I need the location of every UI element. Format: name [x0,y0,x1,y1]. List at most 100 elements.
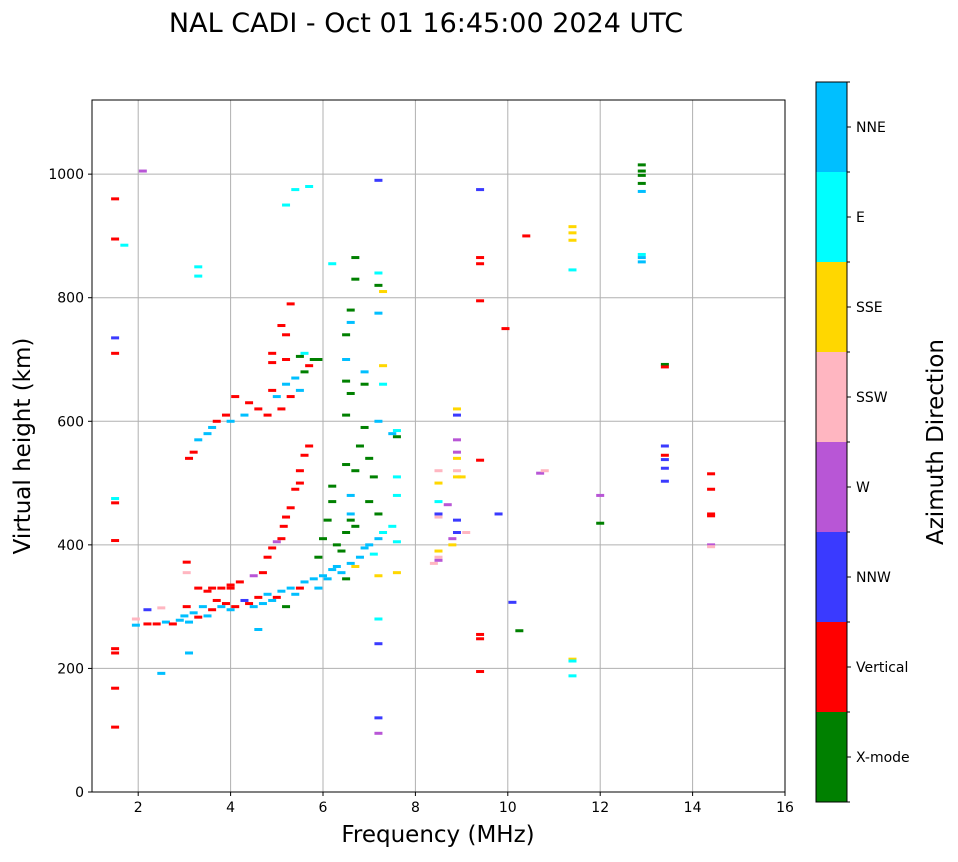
data-point [268,598,277,602]
y-axis-label: Virtual height (km) [10,338,36,555]
data-point [448,537,457,541]
colorbar-tick-label: NNE [856,120,886,136]
colorbar-segment-sse [816,262,847,352]
data-point [707,487,716,491]
data-point [295,388,304,392]
data-point [452,450,461,454]
data-point [240,598,249,602]
data-point [374,642,383,646]
data-point [637,181,646,185]
data-point [568,657,577,661]
data-point [342,577,351,581]
data-point [194,586,203,590]
data-point [258,571,267,575]
data-point [272,395,281,399]
data-point [328,262,337,266]
data-point [240,413,249,417]
data-point [194,274,203,278]
colorbar-tick-label: SSW [856,390,888,406]
data-point [596,521,605,525]
data-point [208,608,217,612]
data-point [355,444,364,448]
data-point [300,580,309,584]
data-point [342,463,351,467]
data-point [660,466,669,470]
data-point [476,188,485,192]
data-point [295,469,304,473]
data-point [323,577,332,581]
data-point [374,537,383,541]
data-point [111,351,120,355]
data-point [637,252,646,256]
data-point [185,651,194,655]
data-point [286,395,295,399]
data-point [379,531,388,534]
data-point [231,395,240,399]
data-point [235,580,244,584]
data-point [342,358,351,361]
x-tick-label: 4 [226,800,235,816]
data-point [272,595,281,599]
data-point [374,512,383,516]
data-point [277,324,286,328]
colorbar-tick-label: SSE [856,300,883,316]
data-point [568,659,577,663]
data-point [180,614,189,618]
data-point [462,531,471,534]
data-point [272,540,281,544]
data-point [637,260,646,264]
data-point [351,469,360,473]
data-point [295,481,304,485]
x-tick-label: 12 [591,800,609,816]
data-point [452,456,461,460]
data-point [568,268,577,272]
data-point [508,600,517,604]
data-point [277,537,286,541]
data-point [111,686,120,690]
data-point [203,432,212,436]
data-point [494,512,503,516]
data-point [346,308,355,312]
data-point [300,453,309,457]
colorbar-segment-e [816,172,847,262]
data-point [221,413,230,417]
data-point [522,234,531,238]
data-point [568,231,577,235]
data-point [342,379,351,383]
data-point [476,637,485,641]
data-point [157,606,166,610]
data-point [258,602,267,606]
data-point [212,598,221,602]
data-point [282,382,291,386]
data-point [434,481,443,485]
data-point [452,518,461,522]
data-point [365,543,374,547]
data-point [452,413,461,417]
data-point [360,370,369,374]
chart-title: NAL CADI - Oct 01 16:45:00 2024 UTC [169,8,683,39]
data-points [111,163,716,735]
colorbar-segment-vertical [816,622,847,712]
data-point [346,320,355,324]
data-point [221,602,230,606]
data-point [111,501,120,505]
data-point [277,407,286,411]
data-point [337,571,346,575]
data-point [217,586,226,590]
colorbar-tick-label: E [856,210,865,226]
data-point [282,203,291,207]
data-point [111,197,120,201]
data-point [245,401,254,405]
data-point [111,725,120,729]
data-point [208,586,217,590]
data-point [305,364,314,368]
data-point [392,493,401,497]
data-point [448,543,457,547]
data-point [111,651,120,655]
plot-frame [91,99,786,793]
data-point [374,271,383,275]
data-point [536,471,545,475]
data-point [434,500,443,504]
data-point [268,361,277,365]
data-point [305,185,314,188]
